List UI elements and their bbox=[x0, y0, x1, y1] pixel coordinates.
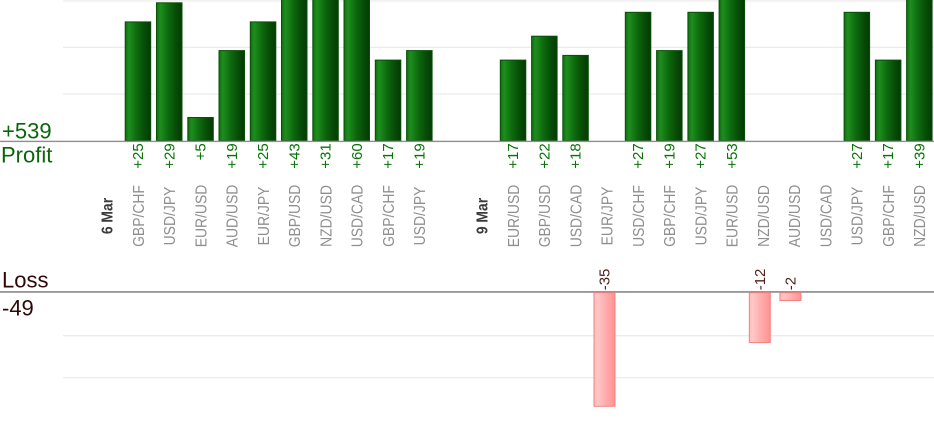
svg-text:6 Mar: 6 Mar bbox=[99, 198, 117, 234]
svg-text:+19: +19 bbox=[411, 143, 428, 168]
svg-text:USD/JPY: USD/JPY bbox=[161, 187, 179, 246]
svg-text:+53: +53 bbox=[724, 143, 741, 168]
svg-text:+43: +43 bbox=[286, 143, 303, 168]
svg-text:Loss: Loss bbox=[2, 267, 48, 292]
svg-text:+27: +27 bbox=[849, 143, 866, 168]
svg-text:GBP/USD: GBP/USD bbox=[286, 185, 304, 248]
svg-text:+27: +27 bbox=[630, 143, 647, 168]
svg-text:USD/JPY: USD/JPY bbox=[849, 187, 867, 246]
svg-text:USD/CAD: USD/CAD bbox=[568, 185, 586, 248]
svg-text:GBP/CHF: GBP/CHF bbox=[130, 185, 148, 247]
svg-text:EUR/JPY: EUR/JPY bbox=[599, 187, 617, 246]
svg-text:+25: +25 bbox=[255, 143, 272, 168]
svg-text:USD/CAD: USD/CAD bbox=[349, 185, 367, 248]
svg-text:+29: +29 bbox=[161, 143, 178, 168]
svg-text:-35: -35 bbox=[597, 269, 614, 291]
svg-text:USD/JPY: USD/JPY bbox=[411, 187, 429, 246]
svg-text:USD/CAD: USD/CAD bbox=[818, 185, 836, 248]
svg-text:GBP/USD: GBP/USD bbox=[536, 185, 554, 248]
svg-text:AUD/USD: AUD/USD bbox=[224, 185, 242, 248]
svg-text:EUR/USD: EUR/USD bbox=[192, 185, 210, 248]
svg-text:NZD/USD: NZD/USD bbox=[755, 185, 773, 247]
svg-text:NZD/USD: NZD/USD bbox=[317, 185, 335, 247]
svg-text:+19: +19 bbox=[224, 143, 241, 168]
svg-text:+22: +22 bbox=[536, 143, 553, 168]
svg-text:-2: -2 bbox=[783, 277, 800, 290]
svg-text:-12: -12 bbox=[752, 269, 769, 291]
svg-text:+60: +60 bbox=[349, 143, 366, 168]
svg-text:EUR/USD: EUR/USD bbox=[724, 185, 742, 248]
svg-text:+19: +19 bbox=[661, 143, 678, 168]
svg-text:USD/CHF: USD/CHF bbox=[630, 185, 648, 247]
svg-text:AUD/USD: AUD/USD bbox=[786, 185, 804, 248]
svg-text:+27: +27 bbox=[693, 143, 710, 168]
svg-text:+39: +39 bbox=[912, 143, 929, 168]
svg-text:+17: +17 bbox=[880, 143, 897, 168]
svg-text:EUR/JPY: EUR/JPY bbox=[255, 187, 273, 246]
svg-text:+18: +18 bbox=[568, 143, 585, 168]
svg-text:+17: +17 bbox=[505, 143, 522, 168]
svg-text:GBP/CHF: GBP/CHF bbox=[880, 185, 898, 247]
svg-text:-49: -49 bbox=[2, 296, 34, 321]
svg-text:+25: +25 bbox=[130, 143, 147, 168]
svg-text:+17: +17 bbox=[380, 143, 397, 168]
svg-text:USD/JPY: USD/JPY bbox=[693, 187, 711, 246]
svg-text:Profit: Profit bbox=[1, 143, 52, 168]
svg-text:NZD/USD: NZD/USD bbox=[911, 185, 929, 247]
svg-text:+539: +539 bbox=[2, 119, 52, 144]
svg-text:GBP/CHF: GBP/CHF bbox=[661, 185, 679, 247]
svg-text:+31: +31 bbox=[318, 143, 335, 168]
svg-text:9 Mar: 9 Mar bbox=[474, 198, 492, 234]
svg-text:+5: +5 bbox=[193, 143, 210, 160]
svg-text:GBP/CHF: GBP/CHF bbox=[380, 185, 398, 247]
svg-text:EUR/USD: EUR/USD bbox=[505, 185, 523, 248]
